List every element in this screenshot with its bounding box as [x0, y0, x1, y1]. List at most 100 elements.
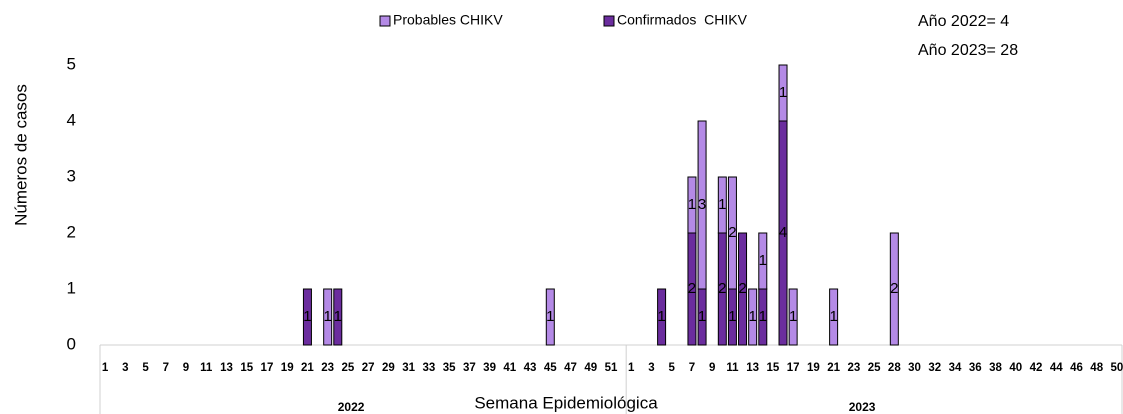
x-tick-label: 46	[1070, 362, 1083, 374]
bar-segment	[738, 232, 748, 346]
annotation: Año 2022= 4	[918, 13, 1009, 30]
y-axis-title: Números de casos	[11, 84, 30, 226]
y-tick-label: 5	[67, 54, 76, 73]
x-tick-label: 41	[503, 362, 516, 374]
x-tick-label: 23	[847, 362, 860, 374]
x-tick-label: 35	[443, 362, 456, 374]
y-tick-label: 0	[67, 334, 76, 353]
x-tick-label: 17	[261, 362, 274, 374]
x-tick-label: 3	[122, 362, 128, 374]
data-label: 1	[688, 196, 696, 213]
x-tick-label: 19	[281, 362, 294, 374]
x-tick-label: 43	[524, 362, 537, 374]
data-label: 2	[728, 224, 736, 241]
x-tick-label: 49	[584, 362, 597, 374]
data-label: 1	[748, 308, 756, 325]
x-tick-label: 7	[689, 362, 695, 374]
x-tick-label: 11	[200, 362, 213, 374]
data-label: 1	[718, 196, 726, 213]
x-tick-label: 39	[483, 362, 496, 374]
x-tick-label: 19	[807, 362, 820, 374]
x-tick-label: 31	[402, 362, 415, 374]
x-tick-label: 36	[969, 362, 982, 374]
bar-segment	[687, 176, 697, 234]
x-tick-label: 5	[669, 362, 676, 374]
x-axis-title: Semana Epidemiológica	[474, 393, 658, 412]
bar-segment	[778, 64, 788, 122]
x-tick-label: 1	[628, 362, 635, 374]
data-label: 1	[829, 308, 837, 325]
legend-label: Confirmados CHIKV	[617, 12, 748, 28]
x-tick-label: 9	[709, 362, 715, 374]
x-tick-label: 30	[908, 362, 921, 374]
bar-segment	[545, 288, 555, 346]
bar-segment	[697, 120, 707, 290]
x-tick-label: 32	[928, 362, 941, 374]
bar-segment	[758, 232, 768, 290]
legend-swatch	[379, 15, 391, 27]
x-tick-label: 1	[102, 362, 109, 374]
x-tick-label: 3	[648, 362, 654, 374]
x-tick-label: 42	[1030, 362, 1043, 374]
x-tick-label: 27	[362, 362, 375, 374]
data-label: 1	[303, 308, 311, 325]
x-tick-label: 13	[746, 362, 759, 374]
x-tick-label: 13	[220, 362, 233, 374]
x-tick-label: 28	[888, 362, 901, 374]
x-tick-label: 44	[1050, 362, 1063, 374]
bar-segment	[717, 176, 727, 234]
x-tick-label: 11	[726, 362, 739, 374]
data-label: 1	[728, 308, 736, 325]
group-label: 2023	[849, 400, 876, 414]
x-tick-label: 23	[321, 362, 334, 374]
x-tick-label: 29	[382, 362, 395, 374]
bar-segment	[727, 176, 737, 290]
x-tick-label: 21	[301, 362, 314, 374]
data-label: 1	[698, 308, 706, 325]
x-tick-label: 9	[183, 362, 189, 374]
group-label: 2022	[338, 400, 365, 414]
x-tick-label: 47	[564, 362, 577, 374]
data-label: 2	[688, 280, 696, 297]
bar-segment	[788, 288, 798, 346]
data-label: 1	[546, 308, 554, 325]
x-tick-label: 33	[422, 362, 435, 374]
y-tick-label: 4	[67, 110, 76, 129]
y-tick-label: 1	[67, 278, 76, 297]
data-label: 1	[334, 308, 342, 325]
bar-segment	[657, 288, 667, 346]
data-label: 2	[890, 280, 898, 297]
bar-segment	[748, 288, 758, 346]
y-tick-label: 3	[67, 166, 76, 185]
x-tick-label: 7	[163, 362, 169, 374]
data-label: 1	[779, 84, 787, 101]
data-label: 3	[698, 196, 706, 213]
data-label: 1	[324, 308, 332, 325]
legend-swatch	[603, 15, 615, 27]
x-tick-label: 25	[342, 362, 355, 374]
bar-segment	[333, 288, 343, 346]
x-tick-label: 50	[1111, 362, 1123, 374]
x-tick-label: 48	[1090, 362, 1103, 374]
bar-segment	[889, 232, 899, 346]
data-label: 1	[789, 308, 797, 325]
x-tick-label: 15	[240, 362, 253, 374]
annotation: Año 2023= 28	[918, 42, 1018, 59]
x-tick-label: 21	[827, 362, 840, 374]
x-tick-label: 40	[1009, 362, 1022, 374]
data-label: 4	[779, 224, 787, 241]
x-tick-label: 15	[767, 362, 780, 374]
bar-segment	[302, 288, 312, 346]
data-label: 1	[759, 308, 767, 325]
bar-segment	[323, 288, 333, 346]
data-label: 2	[718, 280, 726, 297]
y-tick-label: 2	[67, 222, 76, 241]
x-tick-label: 17	[787, 362, 800, 374]
data-label: 1	[759, 252, 767, 269]
legend-label: Probables CHIKV	[393, 12, 503, 28]
x-tick-label: 51	[605, 362, 618, 374]
x-tick-label: 5	[142, 362, 149, 374]
data-label: 1	[657, 308, 665, 325]
x-tick-label: 45	[544, 362, 557, 374]
